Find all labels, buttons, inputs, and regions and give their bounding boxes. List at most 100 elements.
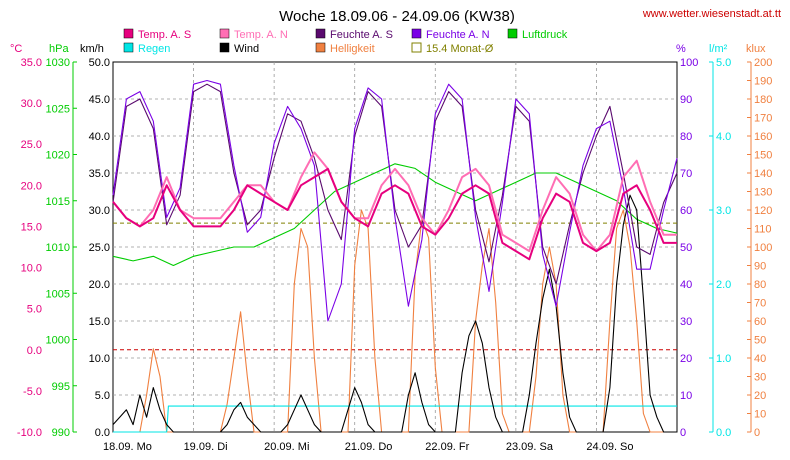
axis-tick-rain: 4.0 xyxy=(716,131,731,143)
axis-tick-hum: 10 xyxy=(680,390,692,402)
axis-tick-light: 0 xyxy=(754,427,760,439)
legend-swatch xyxy=(123,28,134,39)
legend-swatch xyxy=(315,28,326,39)
axis-tick-light: 40 xyxy=(754,353,766,365)
axis-tick-light: 170 xyxy=(754,113,772,125)
axis-tick-hum: 20 xyxy=(680,353,692,365)
legend-label: Feuchte A. S xyxy=(330,29,393,41)
legend-label: Temp. A. N xyxy=(234,29,288,41)
legend-label: Temp. A. S xyxy=(138,29,191,41)
unit-light: klux xyxy=(746,43,766,55)
axis-tick-press: 1030 xyxy=(46,57,70,69)
legend-swatch xyxy=(123,42,134,53)
axis-tick-temp: -5.0 xyxy=(23,386,42,398)
source-url: www.wetter.wiesenstadt.at.tt xyxy=(642,8,781,20)
series-feuchte-a-s xyxy=(112,83,678,285)
x-tick-label: 22.09. Fr xyxy=(425,441,469,453)
axis-tick-press: 990 xyxy=(52,427,70,439)
unit-hum: % xyxy=(676,43,686,55)
axis-tick-rain: 0.0 xyxy=(716,427,731,439)
legend-swatch xyxy=(411,28,422,39)
axis-tick-light: 120 xyxy=(754,205,772,217)
legend-swatch xyxy=(411,42,422,53)
axes: -10.0 -5.0 0.0 5.0 10.0 15.0 20.0 25.0 30.0 35.0 9… xyxy=(17,57,772,439)
axis-tick-light: 20 xyxy=(754,390,766,402)
axis-tick-hum: 30 xyxy=(680,316,692,328)
axis-tick-hum: 80 xyxy=(680,131,692,143)
axis-tick-press: 1020 xyxy=(46,150,70,162)
axis-tick-light: 70 xyxy=(754,298,766,310)
axis-tick-wind: 25.0 xyxy=(89,242,110,254)
x-tick-label: 19.09. Di xyxy=(184,441,228,453)
series-temp-a-n xyxy=(112,151,677,253)
axis-tick-light: 190 xyxy=(754,76,772,88)
axis-tick-light: 90 xyxy=(754,261,766,273)
legend-label: Regen xyxy=(138,43,170,55)
axis-tick-hum: 70 xyxy=(680,168,692,180)
series-wind xyxy=(112,194,677,433)
axis-tick-temp: 15.0 xyxy=(21,221,42,233)
axis-tick-light: 150 xyxy=(754,150,772,162)
axis-tick-press: 1005 xyxy=(46,288,70,300)
legend-swatch xyxy=(219,42,230,53)
series-layer xyxy=(112,79,678,433)
axis-tick-press: 1025 xyxy=(46,103,70,115)
axis-tick-temp: -10.0 xyxy=(17,427,42,439)
axis-tick-hum: 60 xyxy=(680,205,692,217)
legend-label: Helligkeit xyxy=(330,43,375,55)
axis-tick-light: 10 xyxy=(754,409,766,421)
axis-tick-press: 1010 xyxy=(46,242,70,254)
axis-tick-temp: 25.0 xyxy=(21,139,42,151)
axis-tick-temp: 20.0 xyxy=(21,180,42,192)
axis-tick-light: 80 xyxy=(754,279,766,291)
axis-tick-light: 130 xyxy=(754,187,772,199)
axis-tick-wind: 15.0 xyxy=(89,316,110,328)
axis-tick-rain: 1.0 xyxy=(716,353,731,365)
grid: 18.09. Mo 19.09. Di 20.09. Mi 21.09. Do 22.0… xyxy=(103,61,678,453)
axis-tick-hum: 100 xyxy=(680,57,698,69)
axis-tick-hum: 0 xyxy=(680,427,686,439)
axis-tick-light: 140 xyxy=(754,168,772,180)
chart-title: Woche 18.09.06 - 24.09.06 (KW38) xyxy=(279,8,515,25)
axis-tick-temp: 5.0 xyxy=(27,304,42,316)
axis-tick-rain: 2.0 xyxy=(716,279,731,291)
legend-swatch xyxy=(507,28,518,39)
series-feuchte-a-n xyxy=(112,79,678,322)
axis-tick-press: 1000 xyxy=(46,335,70,347)
series-temp-a-s xyxy=(112,167,677,261)
axis-tick-light: 200 xyxy=(754,57,772,69)
unit-temp: °C xyxy=(10,43,22,55)
legend-label: Wind xyxy=(234,43,259,55)
axis-tick-light: 180 xyxy=(754,94,772,106)
axis-tick-wind: 40.0 xyxy=(89,131,110,143)
axis-tick-hum: 90 xyxy=(680,94,692,106)
legend-label: 15.4 Monat-Ø xyxy=(426,43,494,55)
axis-tick-rain: 5.0 xyxy=(716,57,731,69)
axis-tick-press: 995 xyxy=(52,381,70,393)
x-tick-label: 23.09. Sa xyxy=(506,441,554,453)
unit-rain: l/m² xyxy=(709,43,728,55)
x-tick-label: 21.09. Do xyxy=(345,441,393,453)
series-luftdruck xyxy=(112,163,678,267)
legend: Temp. A. S Temp. A. N Feuchte A. S Feuchte … xyxy=(123,28,568,55)
axis-tick-wind: 35.0 xyxy=(89,168,110,180)
axis-tick-wind: 50.0 xyxy=(89,57,110,69)
axis-tick-temp: 0.0 xyxy=(27,345,42,357)
axis-tick-hum: 40 xyxy=(680,279,692,291)
axis-tick-light: 60 xyxy=(754,316,766,328)
axis-tick-wind: 10.0 xyxy=(89,353,110,365)
axis-tick-wind: 5.0 xyxy=(95,390,110,402)
axis-tick-temp: 10.0 xyxy=(21,263,42,275)
axis-tick-press: 1015 xyxy=(46,196,70,208)
legend-label: Feuchte A. N xyxy=(426,29,490,41)
legend-label: Luftdruck xyxy=(522,29,568,41)
x-tick-label: 24.09. So xyxy=(586,441,633,453)
axis-tick-hum: 50 xyxy=(680,242,692,254)
axis-tick-wind: 20.0 xyxy=(89,279,110,291)
unit-wind: km/h xyxy=(80,43,104,55)
axis-tick-light: 50 xyxy=(754,335,766,347)
axis-tick-light: 110 xyxy=(754,224,772,236)
axis-tick-wind: 0.0 xyxy=(95,427,110,439)
axis-tick-wind: 30.0 xyxy=(89,205,110,217)
